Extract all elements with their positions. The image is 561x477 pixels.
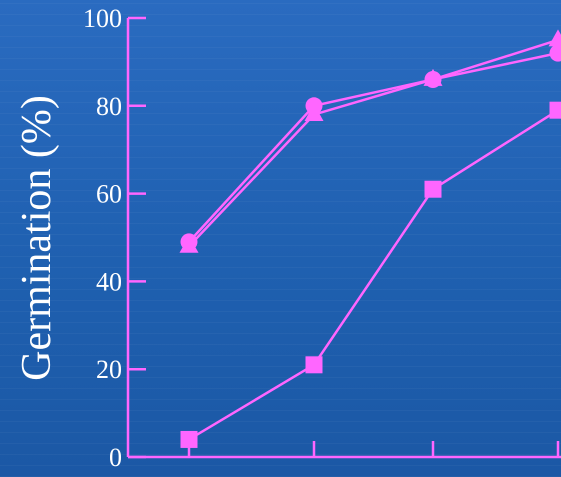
series-circle [181, 45, 561, 251]
y-tick-label: 60 [96, 180, 122, 209]
data-point-square [181, 431, 198, 448]
series-square [181, 102, 561, 448]
y-tick-label: 80 [96, 92, 122, 121]
data-point-square [425, 181, 442, 198]
series-line [189, 40, 558, 246]
y-tick-label: 100 [83, 4, 122, 33]
y-axis-title: Germination (%) [14, 95, 60, 381]
data-point-square [306, 356, 323, 373]
series-line [189, 110, 558, 439]
y-axis: 0 20 40 60 80 100 [83, 4, 146, 472]
data-point-circle [550, 45, 561, 62]
y-tick-label: 40 [96, 267, 122, 296]
data-point-square [550, 102, 561, 119]
series-triangle [180, 29, 561, 252]
y-tick-label: 20 [96, 355, 122, 384]
series-line [189, 53, 558, 242]
y-tick-label: 0 [109, 443, 122, 472]
series-layer [180, 29, 561, 448]
data-point-triangle [549, 29, 561, 46]
